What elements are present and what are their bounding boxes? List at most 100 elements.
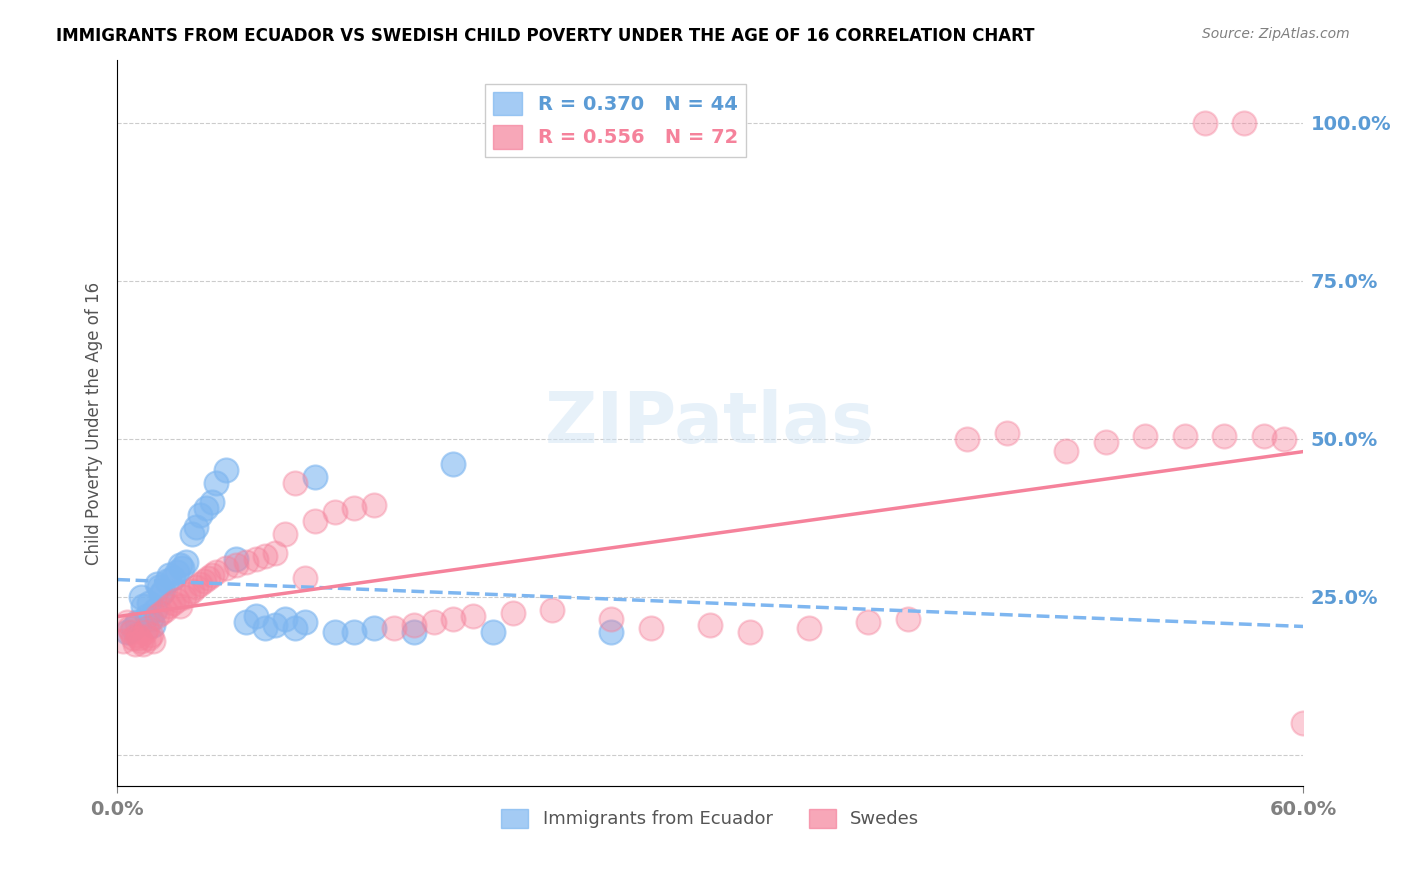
Point [541, 602, 564, 616]
Y-axis label: Child Poverty Under the Age of 16: Child Poverty Under the Age of 16 [86, 282, 103, 565]
Point [162, 571, 184, 585]
Point [177, 587, 200, 601]
Point [122, 622, 145, 636]
Point [304, 514, 326, 528]
Point [115, 624, 138, 639]
Point [1272, 432, 1295, 446]
Point [1292, 716, 1315, 731]
Point [169, 558, 191, 573]
Point [122, 631, 145, 645]
Point [149, 606, 172, 620]
Point [215, 463, 238, 477]
Point [363, 622, 385, 636]
Point [181, 526, 204, 541]
Point [118, 622, 141, 636]
Point [274, 612, 297, 626]
Point [343, 501, 366, 516]
Point [402, 618, 425, 632]
Point [173, 590, 195, 604]
Point [112, 634, 135, 648]
Point [172, 561, 194, 575]
Point [1253, 428, 1275, 442]
Point [143, 602, 166, 616]
Point [1213, 428, 1236, 442]
Point [600, 624, 623, 639]
Point [323, 624, 346, 639]
Point [235, 615, 257, 629]
Point [363, 498, 385, 512]
Point [1135, 428, 1157, 442]
Point [225, 552, 247, 566]
Point [181, 583, 204, 598]
Point [169, 599, 191, 614]
Point [152, 583, 174, 598]
Point [176, 555, 198, 569]
Point [157, 599, 180, 614]
Point [157, 567, 180, 582]
Point [995, 425, 1018, 440]
Point [162, 596, 184, 610]
Point [502, 606, 524, 620]
Point [343, 624, 366, 639]
Point [294, 571, 316, 585]
Point [1054, 444, 1077, 458]
Point [323, 504, 346, 518]
Point [461, 608, 484, 623]
Point [245, 608, 267, 623]
Point [402, 624, 425, 639]
Point [138, 596, 160, 610]
Point [1312, 713, 1334, 727]
Point [186, 520, 208, 534]
Point [134, 624, 156, 639]
Point [382, 622, 405, 636]
Point [264, 618, 287, 632]
Point [195, 501, 218, 516]
Point [254, 622, 277, 636]
Point [129, 634, 152, 648]
Point [956, 432, 979, 446]
Point [166, 565, 188, 579]
Point [284, 476, 307, 491]
Point [186, 580, 208, 594]
Point [129, 590, 152, 604]
Point [142, 634, 165, 648]
Point [188, 508, 211, 522]
Text: Source: ZipAtlas.com: Source: ZipAtlas.com [1202, 27, 1350, 41]
Point [799, 622, 821, 636]
Point [145, 608, 167, 623]
Point [245, 552, 267, 566]
Point [254, 549, 277, 563]
Point [149, 587, 172, 601]
Point [897, 612, 920, 626]
Point [132, 599, 155, 614]
Text: ZIPatlas: ZIPatlas [546, 389, 876, 458]
Point [142, 618, 165, 632]
Point [135, 608, 157, 623]
Point [640, 622, 662, 636]
Point [441, 612, 464, 626]
Point [294, 615, 316, 629]
Point [1233, 116, 1256, 130]
Point [205, 476, 228, 491]
Point [422, 615, 444, 629]
Point [166, 593, 188, 607]
Point [1174, 428, 1197, 442]
Point [264, 546, 287, 560]
Point [600, 612, 623, 626]
Point [124, 637, 146, 651]
Point [193, 574, 215, 588]
Point [139, 628, 162, 642]
Point [145, 577, 167, 591]
Point [139, 612, 162, 626]
Point [1094, 435, 1116, 450]
Point [699, 618, 721, 632]
Point [148, 580, 170, 594]
Point [225, 558, 247, 573]
Point [135, 622, 157, 636]
Point [858, 615, 880, 629]
Point [120, 624, 142, 639]
Point [482, 624, 505, 639]
Point [125, 615, 148, 629]
Point [205, 565, 228, 579]
Point [201, 495, 224, 509]
